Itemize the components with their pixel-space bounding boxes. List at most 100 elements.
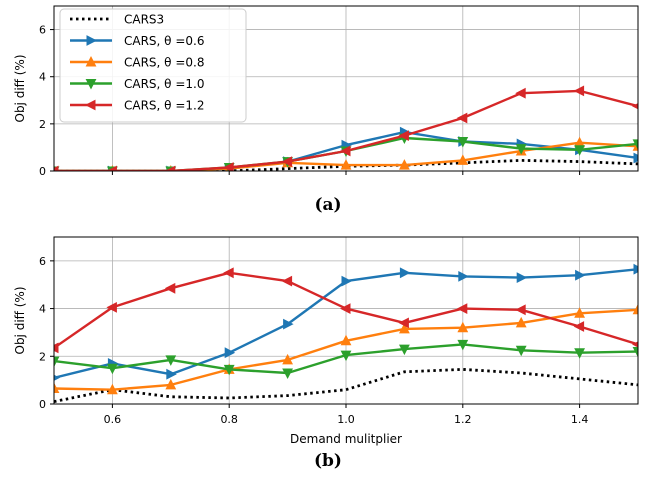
data-point: [515, 144, 527, 155]
data-point: [399, 267, 411, 279]
x-tick-label: 1.0: [337, 413, 355, 426]
data-point: [107, 383, 118, 395]
data-point: [574, 307, 585, 318]
series-line: [54, 158, 638, 171]
legend-swatch-marker: [85, 99, 96, 111]
data-point: [633, 263, 638, 275]
data-point: [54, 382, 60, 393]
series-3: [54, 339, 638, 379]
x-tick-label: 1.2: [454, 413, 472, 426]
y-tick-label: 4: [39, 71, 46, 84]
y-tick-label: 6: [39, 255, 46, 268]
data-point: [282, 368, 293, 379]
legend-box: [59, 8, 247, 123]
data-point: [164, 282, 176, 294]
data-point: [106, 302, 117, 313]
data-point: [54, 374, 60, 381]
data-point: [54, 356, 60, 368]
data-point: [515, 345, 527, 357]
legend-swatch-marker: [85, 56, 97, 67]
y-tick-label: 0: [39, 165, 46, 178]
y-tick-label: 4: [39, 303, 46, 316]
data-point: [399, 344, 410, 356]
y-tick-label: 2: [39, 118, 46, 131]
chart-panel-b: 0 2 4 6 0.6 0.8 1.0 1.2 1.4 Obj diff (%) Demand mu…: [13, 236, 639, 471]
data-point: [575, 269, 586, 281]
y-axis-label: Obj diff (%): [13, 54, 27, 122]
legend-label: CARS, θ =1.0: [124, 77, 204, 91]
y-axis-label: Obj diff (%): [13, 286, 27, 354]
data-point: [340, 350, 352, 362]
series-4: [54, 85, 638, 171]
data-point: [457, 339, 469, 351]
data-point: [456, 112, 468, 124]
data-point: [165, 355, 177, 366]
data-point: [573, 321, 585, 332]
panel-caption: (a): [314, 195, 341, 215]
data-point: [281, 275, 293, 287]
data-point: [106, 165, 117, 171]
series-4: [54, 267, 638, 354]
chart-panel-a: 0 2 4 6 Obj diff (%) (a) CARS3 CARS, θ =0.6 CARS…: [13, 5, 639, 215]
panel-caption: (b): [314, 451, 342, 471]
data-point: [457, 321, 469, 333]
data-point: [223, 364, 235, 376]
legend-label: CARS, θ =1.2: [124, 99, 204, 113]
data-point: [574, 145, 585, 156]
data-point: [282, 353, 293, 365]
data-point: [223, 162, 234, 171]
x-axis-label: Demand mulitplier: [290, 432, 402, 446]
data-point: [456, 303, 468, 314]
data-point: [574, 136, 585, 148]
data-point: [164, 165, 176, 171]
y-tick-label: 2: [39, 350, 46, 363]
x-tick-label: 1.4: [571, 413, 589, 426]
y-tick-label: 0: [39, 398, 46, 411]
data-point: [632, 341, 638, 348]
legend-label: CARS3: [124, 13, 164, 27]
legend-swatch-marker: [85, 79, 97, 90]
data-point: [340, 145, 351, 157]
data-point: [107, 363, 118, 375]
data-point: [516, 272, 528, 283]
data-point: [457, 137, 469, 148]
x-tick-label: 0.6: [104, 413, 122, 426]
series-2: [54, 303, 638, 395]
data-point: [632, 303, 638, 315]
data-point: [166, 368, 177, 380]
data-point: [515, 87, 526, 99]
data-point: [632, 103, 638, 110]
legend: CARS3 CARS, θ =0.6 CARS, θ =0.8 CARS, θ =1.…: [59, 8, 247, 123]
data-point: [632, 347, 638, 358]
series-0: [54, 158, 638, 171]
data-point: [54, 165, 59, 171]
data-point: [281, 156, 293, 167]
data-point: [340, 303, 351, 314]
data-point: [457, 154, 469, 165]
data-point: [632, 139, 638, 150]
data-point: [283, 318, 294, 330]
data-point: [633, 152, 638, 164]
data-point: [458, 271, 469, 282]
data-point: [340, 334, 352, 346]
data-point: [398, 317, 409, 329]
legend-swatch-marker: [86, 35, 97, 46]
data-point: [54, 342, 59, 354]
series-1: [54, 263, 638, 381]
data-point: [165, 378, 177, 390]
data-point: [341, 275, 352, 287]
data-point: [573, 85, 585, 97]
data-point: [399, 159, 410, 170]
data-point: [399, 322, 410, 334]
y-tick-label: 6: [39, 24, 46, 37]
data-point: [224, 347, 236, 359]
data-point: [223, 267, 234, 279]
x-tick-label: 0.8: [220, 413, 238, 426]
data-point: [574, 348, 585, 359]
data-point: [515, 304, 526, 316]
legend-label: CARS, θ =0.6: [124, 34, 204, 48]
data-point: [515, 316, 527, 328]
data-point: [340, 159, 352, 170]
data-point: [398, 130, 409, 141]
